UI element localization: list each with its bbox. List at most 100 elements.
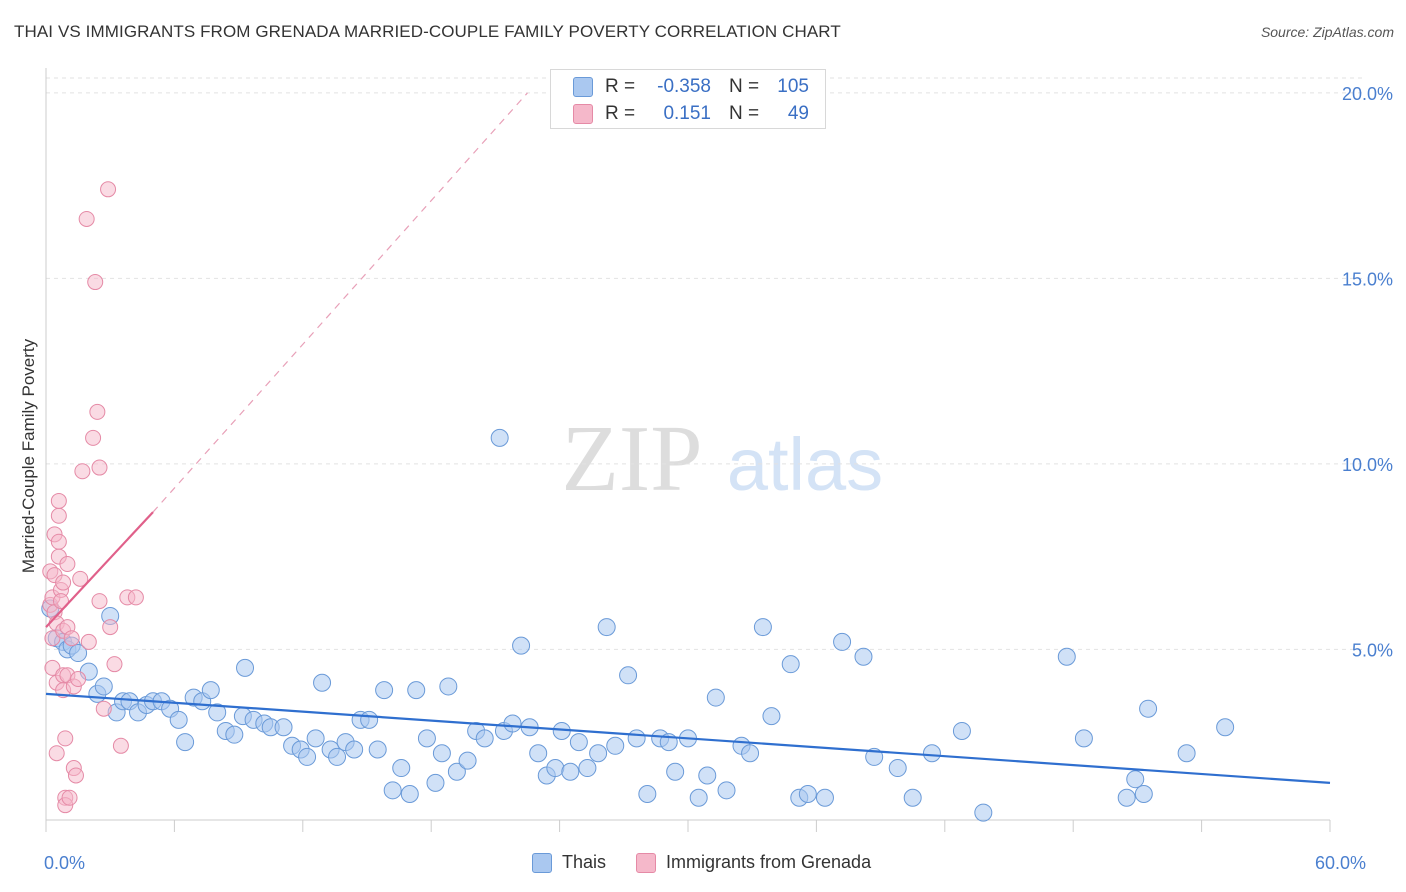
grenada-point [70, 671, 87, 688]
thais-point [597, 618, 616, 637]
thais-point [698, 766, 717, 785]
watermark-zip: ZIP [562, 407, 703, 511]
thais-point [225, 725, 244, 744]
thais-point [375, 681, 394, 700]
thais-point [638, 785, 657, 804]
thais-point [1057, 647, 1076, 666]
y-tick-labels: 5.0% 10.0% 15.0% 20.0% [1342, 84, 1393, 661]
stats-swatch-grenada [573, 104, 593, 124]
thais-point [546, 759, 565, 778]
n-label: N = [729, 103, 760, 124]
thais-point [569, 733, 588, 752]
thais-point [1117, 788, 1136, 807]
series-legend: Thais Immigrants from Grenada [532, 852, 901, 873]
thais-point [417, 729, 436, 748]
thais-point [201, 681, 220, 700]
n-value: 105 [777, 76, 809, 97]
thais-point [274, 718, 293, 737]
thais-point [781, 655, 800, 674]
grid-lines [46, 77, 1366, 650]
grenada-point [48, 745, 65, 762]
thais-point [1177, 744, 1196, 763]
thais-point [176, 733, 195, 752]
thais-point [974, 803, 993, 822]
thais-point [298, 747, 317, 766]
x-tick-labels: 0.0% 60.0% [44, 853, 1366, 873]
thais-point [833, 632, 852, 651]
grenada-point [89, 403, 106, 420]
legend-swatch-grenada [636, 852, 657, 873]
thais-point [306, 729, 325, 748]
grenada-point [57, 730, 74, 747]
grenada-point [59, 556, 76, 573]
thais-point [561, 762, 580, 781]
thais-point [606, 736, 625, 755]
thais-point [627, 729, 646, 748]
grenada-point [127, 589, 144, 606]
thais-point [1074, 729, 1093, 748]
grenada-point [55, 574, 72, 591]
grenada-point [80, 633, 97, 650]
watermark-atlas: atlas [727, 423, 883, 506]
thais-point [383, 781, 402, 800]
thais-point [529, 744, 548, 763]
grenada-point [87, 274, 104, 291]
grenada-point [106, 656, 123, 673]
thais-point [922, 744, 941, 763]
thais-point [236, 658, 255, 677]
thais-point [458, 751, 477, 770]
thais-point [741, 744, 760, 763]
thais-point [1139, 699, 1158, 718]
thais-point [94, 677, 113, 696]
thais-point [169, 710, 188, 729]
thais-point [439, 677, 458, 696]
grenada-trend-extension [152, 92, 528, 513]
y-axis-label: Married-Couple Family Poverty [19, 338, 38, 573]
y-tick-label: 10.0% [1342, 455, 1393, 475]
thais-point [578, 759, 597, 778]
watermark: ZIP atlas [562, 407, 884, 511]
thais-point [407, 681, 426, 700]
thais-point [368, 740, 387, 759]
thais-point [432, 744, 451, 763]
thais-point [503, 714, 522, 733]
r-label: R = [605, 76, 636, 97]
grenada-point [74, 463, 91, 480]
stats-swatch-thais [573, 77, 593, 97]
thais-point [360, 710, 379, 729]
thais-point [762, 707, 781, 726]
chart-title: THAI VS IMMIGRANTS FROM GRENADA MARRIED-… [14, 22, 841, 41]
thais-point [815, 788, 834, 807]
thais-point [447, 762, 466, 781]
y-tick-label: 5.0% [1352, 640, 1393, 660]
y-tick-label: 15.0% [1342, 269, 1393, 289]
thais-point [798, 785, 817, 804]
stats-row-thais: R = -0.358 N = 105 [573, 74, 809, 100]
grenada-point [61, 789, 78, 806]
grenada-point [95, 700, 112, 717]
thais-point [208, 703, 227, 722]
grenada-point [85, 429, 102, 446]
grenada-point [112, 737, 129, 754]
x-tick-label: 0.0% [44, 853, 85, 873]
thais-point [689, 788, 708, 807]
thais-point [69, 644, 88, 663]
thais-point [313, 673, 332, 692]
grenada-point [102, 619, 119, 636]
y-tick-label: 20.0% [1342, 84, 1393, 104]
legend-swatch-thais [532, 852, 552, 873]
thais-point [589, 744, 608, 763]
grenada-trend-line [45, 511, 154, 628]
thais-point [345, 740, 364, 759]
grenada-point [50, 507, 67, 524]
stats-legend-box: R = -0.358 N = 105 R = 0.151 N = 49 [550, 69, 826, 129]
thais-point [888, 759, 907, 778]
thais-point [903, 788, 922, 807]
thais-point [1134, 785, 1153, 804]
r-value: -0.358 [657, 76, 711, 97]
thais-point [753, 618, 772, 637]
thais-point [854, 647, 873, 666]
thais-point [1126, 770, 1145, 789]
thais-point [490, 428, 509, 447]
source-label: Source: ZipAtlas.com [1260, 24, 1394, 40]
